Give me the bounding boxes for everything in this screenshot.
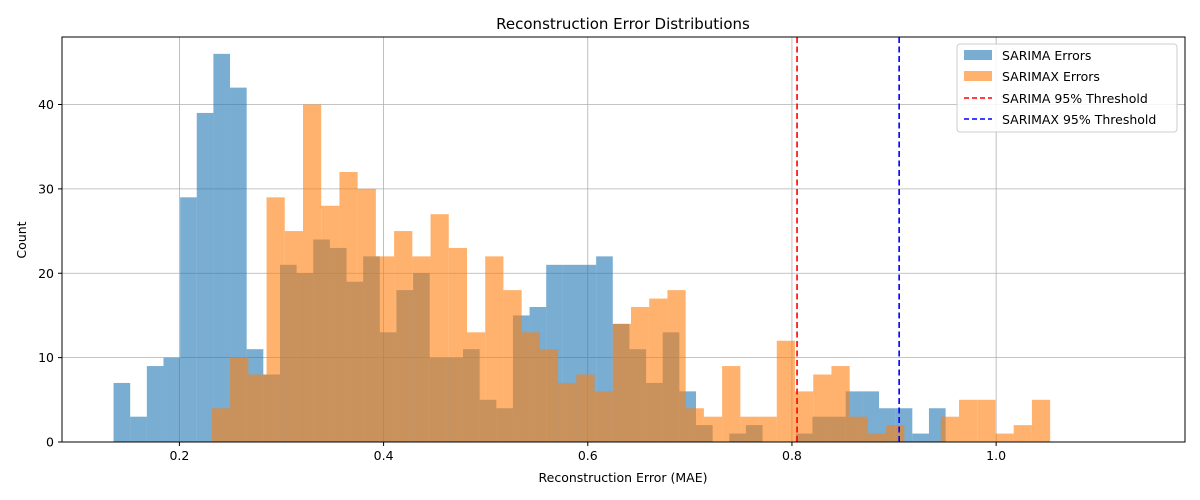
sarimax-bar <box>412 256 431 442</box>
sarimax-bar <box>685 408 704 442</box>
sarimax-bar <box>1013 425 1032 442</box>
sarimax-bar <box>466 332 486 442</box>
sarimax-bar <box>612 323 632 442</box>
sarimax-bar <box>649 298 668 442</box>
sarimax-bar <box>995 433 1014 442</box>
sarimax-bar <box>248 374 267 442</box>
chart-title: Reconstruction Error Distributions <box>496 15 750 33</box>
sarimax-bar <box>558 382 577 442</box>
sarimax-bar <box>576 374 595 442</box>
sarimax-bar <box>849 416 868 442</box>
histogram-bars <box>113 53 1051 442</box>
sarimax-bar <box>321 205 340 442</box>
sarima-bar <box>196 112 214 442</box>
sarimax-bar <box>667 290 686 442</box>
sarimax-bar <box>977 399 996 442</box>
sarimax-bar <box>1031 399 1051 442</box>
sarima-bar <box>130 416 147 442</box>
sarimax-bar <box>594 391 613 442</box>
sarimax-bar <box>795 391 814 442</box>
plot-frame <box>61 36 1186 443</box>
y-tick-label: 30 <box>38 181 54 196</box>
sarimax-bar <box>302 104 322 442</box>
sarimax-bar <box>886 425 905 442</box>
sarimax-bar <box>394 231 413 442</box>
sarima-bar <box>912 433 929 442</box>
sarimax-bar <box>959 399 978 442</box>
legend-box <box>956 43 1178 133</box>
sarimax-bar <box>703 416 723 442</box>
x-axis-label: Reconstruction Error (MAE) <box>539 470 708 485</box>
sarima-bar <box>213 53 231 442</box>
sarimax-bar <box>831 366 850 442</box>
sarimax-bar <box>813 374 832 442</box>
sarima-bar <box>113 382 131 442</box>
y-tick-label: 40 <box>38 97 54 112</box>
x-tick-label: 0.2 <box>169 448 189 463</box>
sarimax-bar <box>448 247 467 442</box>
sarimax-bar <box>430 214 449 442</box>
y-axis-label: Count <box>14 221 29 258</box>
sarimax-bar <box>266 197 285 442</box>
sarimax-bar <box>503 290 522 442</box>
sarimax-bar <box>339 172 358 442</box>
sarimax-bar <box>485 256 504 442</box>
x-tick-label: 0.8 <box>782 448 802 463</box>
legend-swatch-sarima <box>964 50 992 60</box>
legend-label-sarima-threshold: SARIMA 95% Threshold <box>1002 91 1148 106</box>
sarimax-bar <box>284 231 303 442</box>
sarimax-bar <box>776 340 796 442</box>
sarimax-bar <box>722 366 741 442</box>
sarimax-bar <box>940 416 960 442</box>
sarimax-bar <box>631 307 650 442</box>
threshold-lines <box>796 37 900 442</box>
sarimax-bar <box>211 408 231 442</box>
sarimax-bar <box>357 188 376 442</box>
sarimax-bar <box>867 433 887 442</box>
sarima-bar <box>180 197 197 442</box>
y-tick-label: 0 <box>46 435 54 450</box>
y-axis-ticks: 0 10 20 30 40 <box>38 97 62 450</box>
legend-swatch-sarimax <box>964 71 992 81</box>
legend: SARIMA Errors SARIMAX Errors SARIMA 95% … <box>956 43 1178 133</box>
sarimax-bar <box>375 256 395 442</box>
sarima-bar <box>146 366 164 442</box>
x-tick-label: 1.0 <box>986 448 1006 463</box>
sarimax-bar <box>230 357 249 442</box>
legend-label-sarima: SARIMA Errors <box>1002 48 1091 63</box>
y-tick-label: 10 <box>38 350 54 365</box>
sarimax-bar <box>740 416 759 442</box>
sarimax-bar <box>521 332 540 442</box>
x-tick-label: 0.6 <box>578 448 598 463</box>
y-tick-label: 20 <box>38 266 54 281</box>
sarimax-bar <box>539 349 559 442</box>
sarima-bar <box>163 357 181 442</box>
legend-label-sarimax: SARIMAX Errors <box>1002 69 1100 84</box>
sarimax-bar <box>758 416 777 442</box>
x-tick-label: 0.4 <box>374 448 394 463</box>
x-axis-ticks: 0.2 0.4 0.6 0.8 1.0 <box>169 442 1006 463</box>
sarima-bar <box>230 87 247 442</box>
legend-label-sarimax-threshold: SARIMAX 95% Threshold <box>1002 112 1156 127</box>
